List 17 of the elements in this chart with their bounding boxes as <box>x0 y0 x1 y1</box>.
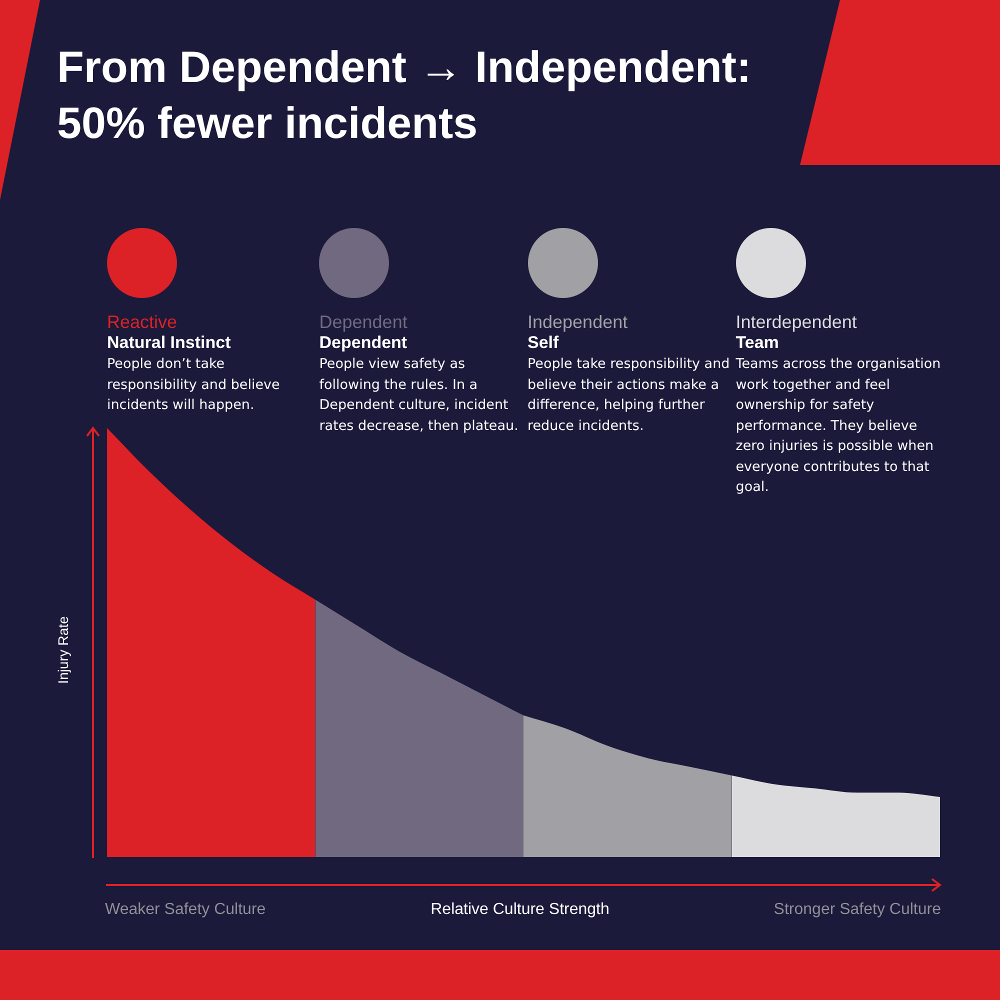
text: People don’t take responsibility and believe incidents will happen. <box>107 355 281 415</box>
text: Stronger Safety Culture <box>774 901 941 919</box>
annotation: People take responsibility and believe their actions make a difference, helping further reduce incidents. <box>528 355 731 436</box>
chart-title: From Dependent → Independent: 50% fewer incidents <box>57 42 752 150</box>
annotation: Teams across the organisation work together and feel ownership for safety performance. They believe zero injuries is possible when everyone contributes to that goal. <box>736 355 941 497</box>
text: Interdependent <box>736 312 858 333</box>
x-axis-title: Relative Culture Strength <box>430 901 610 919</box>
text: Weaker Safety Culture <box>105 901 266 919</box>
text: Team <box>736 333 780 353</box>
text: Self <box>528 333 560 353</box>
text: Natural Instinct <box>107 333 232 353</box>
text: Reactive <box>107 312 178 333</box>
text: Independent <box>528 312 629 333</box>
text: Dependent <box>319 333 408 353</box>
annotation: People view safety as following the rules. In a Dependent culture, incident rates decrease, then plateau. <box>319 355 520 436</box>
y-axis-title: Injury Rate <box>55 616 71 684</box>
text: Dependent <box>319 312 408 333</box>
